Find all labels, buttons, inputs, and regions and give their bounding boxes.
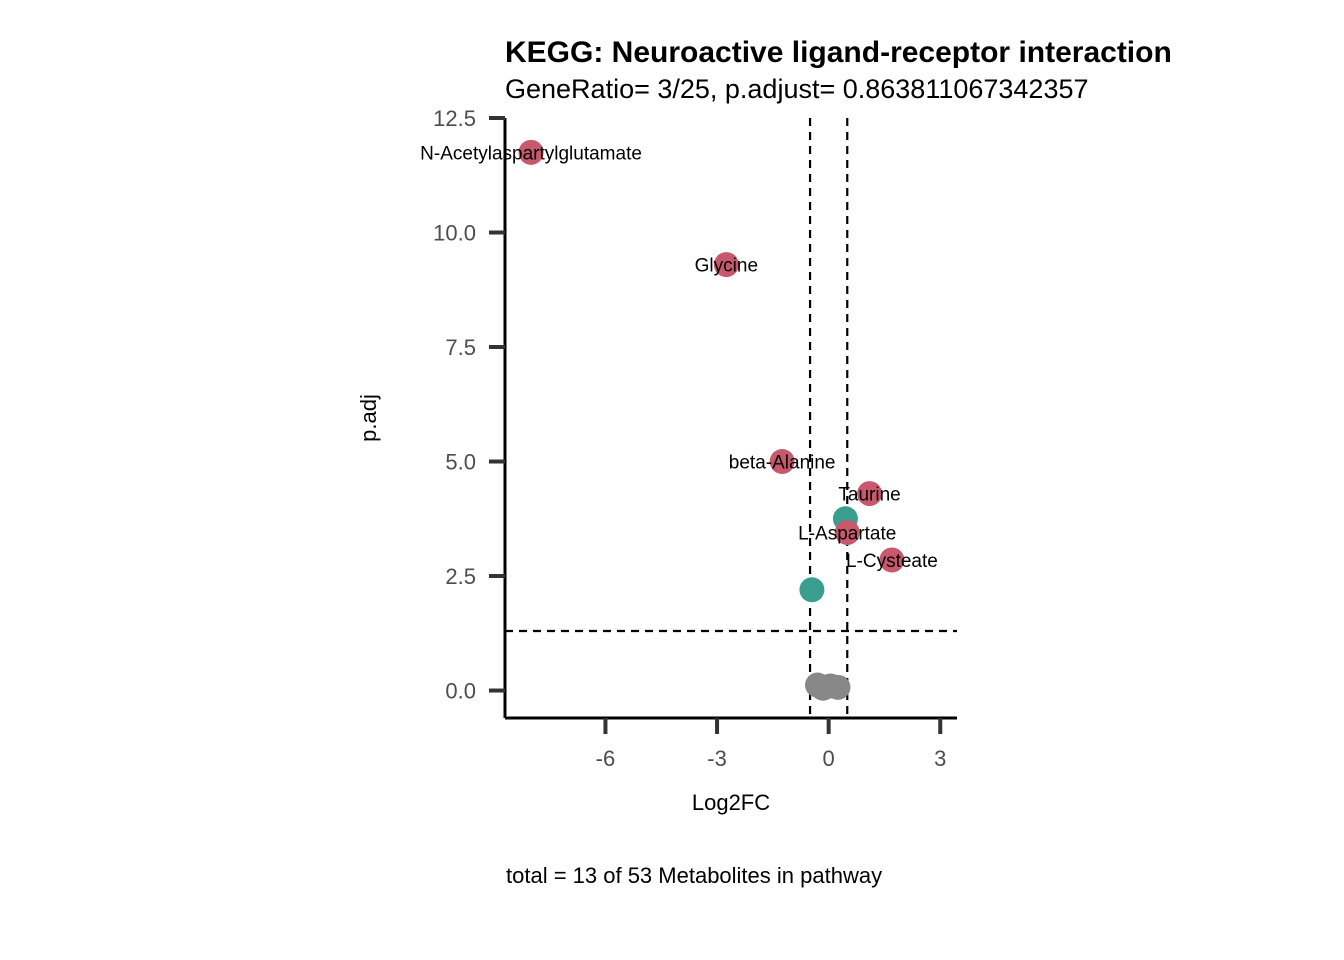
y-tick-label: 0.0 bbox=[445, 679, 476, 704]
ticks: 0.0 2.5 5.0 7.5 10.0 12.5 -6 -3 0 3 bbox=[433, 106, 946, 771]
point-label: Glycine bbox=[695, 256, 758, 277]
x-axis-title: Log2FC bbox=[692, 790, 770, 815]
data-point bbox=[879, 547, 905, 573]
y-axis-title: p.adj bbox=[356, 394, 381, 442]
chart-caption: total = 13 of 53 Metabolites in pathway bbox=[506, 863, 882, 888]
data-point bbox=[799, 577, 825, 603]
point-label: L-Aspartate bbox=[798, 524, 896, 545]
point-label: beta-Alanine bbox=[729, 453, 836, 474]
data-point bbox=[834, 520, 860, 546]
data-point bbox=[518, 139, 544, 165]
x-tick-label: 0 bbox=[823, 746, 835, 771]
y-tick-label: 5.0 bbox=[445, 450, 476, 475]
y-tick-label: 2.5 bbox=[445, 564, 476, 589]
x-tick-label: -3 bbox=[707, 746, 727, 771]
chart-subtitle: GeneRatio= 3/25, p.adjust= 0.86381106734… bbox=[505, 74, 1089, 104]
chart-title: KEGG: Neuroactive ligand-receptor intera… bbox=[505, 36, 1172, 69]
x-tick-label: 3 bbox=[934, 746, 946, 771]
data-points bbox=[518, 139, 905, 701]
y-tick-label: 7.5 bbox=[445, 335, 476, 360]
data-point bbox=[825, 674, 851, 700]
data-point bbox=[857, 481, 883, 507]
point-label: L-Cysteate bbox=[846, 551, 938, 572]
point-label: N-Acetylaspartylglutamate bbox=[420, 143, 642, 164]
threshold-lines bbox=[505, 118, 957, 718]
axes bbox=[503, 118, 957, 720]
data-point bbox=[713, 252, 739, 278]
point-labels: N-Acetylaspartylglutamate Glycine beta-Ala… bbox=[420, 143, 938, 572]
x-tick-label: -6 bbox=[596, 746, 616, 771]
point-label: Taurine bbox=[838, 485, 900, 506]
data-point bbox=[769, 449, 795, 475]
y-tick-label: 12.5 bbox=[433, 106, 476, 131]
y-tick-label: 10.0 bbox=[433, 221, 476, 246]
